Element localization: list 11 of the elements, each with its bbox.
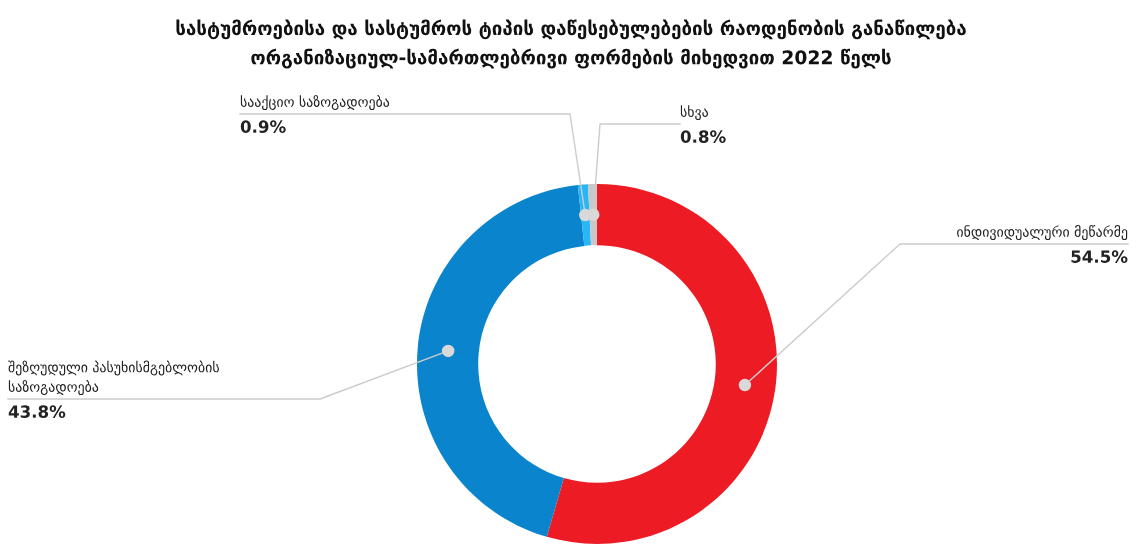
donut-slice <box>546 184 777 544</box>
slice-label: სხვა <box>680 105 709 120</box>
slice-label: ინდივიდუალური მეწარმე <box>957 225 1128 240</box>
data-label: 43.8% <box>8 405 66 418</box>
slice-label: სააქციო საზოგადოება <box>240 95 390 110</box>
slice-label: შეზღუდული პასუხისმგებლობის საზოგადოება <box>8 360 219 395</box>
donut-slice <box>417 185 585 537</box>
chart-title: სასტუმროებისა და სასტუმროს ტიპის დაწესებულებების რაოდენობის განაწილება ორგანიზაციულ-სამართლებრივი ფორმების მიხედვით 2022 წელს <box>176 19 966 69</box>
data-label: 0.8% <box>680 130 726 143</box>
data-label: 54.5% <box>1071 250 1128 263</box>
data-label: 0.9% <box>240 120 286 133</box>
